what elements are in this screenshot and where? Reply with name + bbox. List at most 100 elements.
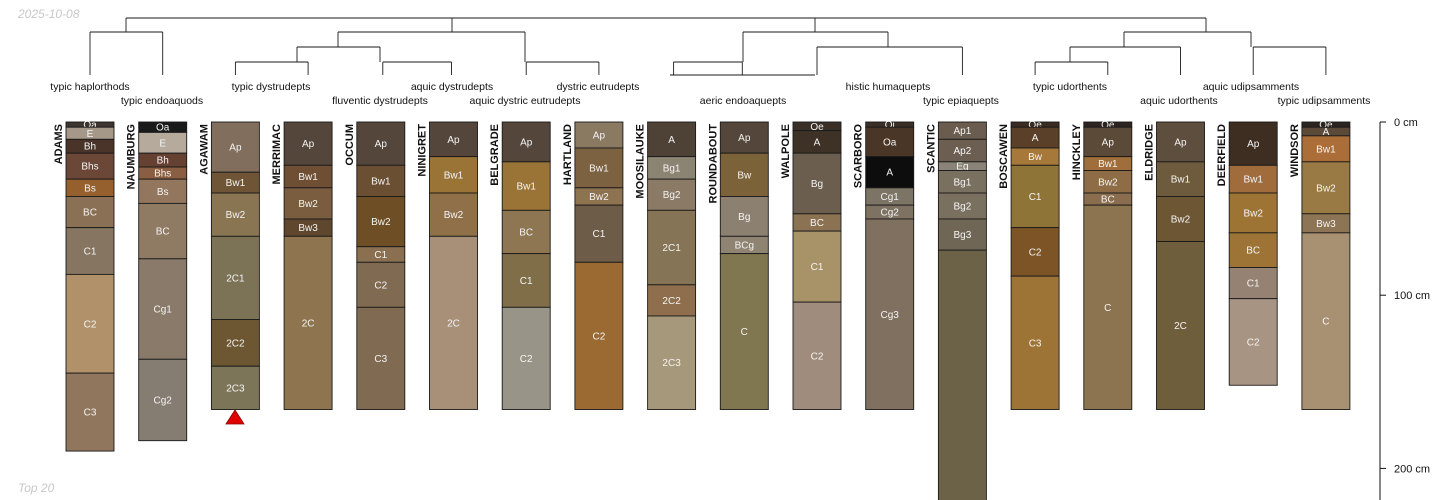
taxonomy-label: aquic udorthents xyxy=(1140,95,1218,107)
horizon-label: Bw1 xyxy=(516,182,536,193)
profile-name: DEERFIELD xyxy=(1216,124,1228,186)
horizon xyxy=(1010,227,1060,277)
horizon xyxy=(1156,241,1205,410)
horizon-label: Bw xyxy=(1028,152,1043,163)
horizon-label: 2C3 xyxy=(662,358,681,369)
horizon-label: 2C xyxy=(1174,321,1187,332)
horizon-label: Bw1 xyxy=(589,163,609,174)
profile-name: SCARBORO xyxy=(853,124,865,189)
horizon xyxy=(65,372,115,452)
horizon-label: Eg xyxy=(956,162,968,173)
horizon-label: BC xyxy=(1246,246,1260,257)
horizon xyxy=(210,192,260,237)
selected-profile-marker xyxy=(225,409,245,425)
profile-name: MOOSILAUKE xyxy=(635,124,647,199)
soil-profile: OeA Bw1 Bw2 Bw3 C WINDSOR xyxy=(1289,120,1351,410)
horizon-label: Bg3 xyxy=(954,230,972,241)
horizon xyxy=(1301,161,1351,215)
horizon-label: Bg1 xyxy=(663,163,681,174)
horizon-label: Ap xyxy=(1247,139,1260,150)
horizon xyxy=(792,230,842,303)
dendrogram xyxy=(89,17,1327,76)
axis-tick-label: 0 cm xyxy=(1394,117,1418,129)
horizon-label: Ap xyxy=(229,143,242,154)
horizon-label: Bw2 xyxy=(226,210,246,221)
horizon-label: Bg xyxy=(738,212,750,223)
horizon-label: C xyxy=(1322,317,1329,328)
taxonomy-label: aeric endoaquepts xyxy=(700,95,786,107)
horizon xyxy=(865,156,915,189)
taxonomy-label: aquic dystric eutrudepts xyxy=(470,95,581,107)
soil-profile: Ap Bw1 Bw2 2C ELDRIDGE xyxy=(1144,121,1205,410)
horizon-label: Bw1 xyxy=(371,176,391,187)
horizon-label: Bw1 xyxy=(1171,175,1191,186)
horizon xyxy=(356,121,406,166)
horizon-label: Bw1 xyxy=(1243,175,1263,186)
taxonomy-label: dystric eutrudepts xyxy=(557,81,640,93)
horizon-label: BC xyxy=(83,208,97,219)
horizon xyxy=(1083,204,1133,410)
horizon-label: C1 xyxy=(84,247,97,258)
horizon xyxy=(792,152,842,215)
profile-name: WINDSOR xyxy=(1289,124,1301,177)
horizon-label: E xyxy=(87,129,94,140)
taxonomy-label: fluventic dystrudepts xyxy=(332,95,428,107)
horizon-label: Bhs xyxy=(81,162,98,173)
horizon-label: C1 xyxy=(811,262,824,273)
profile-name: ROUNDABOUT xyxy=(707,124,719,204)
horizon-label: Bw3 xyxy=(298,223,318,234)
horizon-label: Oe xyxy=(1101,120,1115,131)
horizon-label: Ap xyxy=(302,139,315,150)
horizon-label: 2C3 xyxy=(226,383,245,394)
horizon xyxy=(792,301,842,410)
horizon-label: Oa xyxy=(156,123,170,134)
soil-profile: Oe A Bw C1 C2 C3 BOSCAWEN xyxy=(998,120,1060,410)
soil-profile: Ap Bw1 Bw2 C1 C2 HARTLAND xyxy=(562,121,624,410)
horizon xyxy=(647,284,697,317)
taxonomy-label: typic udorthents xyxy=(1033,81,1107,93)
horizon-label: Cg1 xyxy=(881,192,900,203)
horizon xyxy=(937,192,987,220)
horizon-label: A xyxy=(1032,133,1039,144)
horizon-label: Bw1 xyxy=(298,172,318,183)
profile-name: BELGRADE xyxy=(489,124,501,186)
horizon-label: Bs xyxy=(84,183,96,194)
taxonomy-label: typic haplorthods xyxy=(50,81,129,93)
axis-tick-label: 200 cm xyxy=(1394,463,1430,475)
horizon-label: 2C xyxy=(302,318,315,329)
horizon-label: A xyxy=(1323,127,1330,138)
horizon-label: Cg2 xyxy=(154,395,173,406)
horizon xyxy=(1156,161,1205,197)
horizon-label: A xyxy=(668,135,675,146)
horizon-label: Bw2 xyxy=(1243,208,1263,219)
horizon xyxy=(937,249,987,500)
horizon xyxy=(719,152,769,197)
horizon-label: Cg3 xyxy=(881,310,900,321)
horizon xyxy=(210,235,260,320)
horizon-label: Oe xyxy=(1319,120,1333,131)
soil-profile: Oe Ap Bw1 Bw2 BC C HINCKLEY xyxy=(1071,120,1133,410)
horizon-label: Oe xyxy=(1028,120,1042,131)
horizon-label: Bw xyxy=(737,170,752,181)
horizon-label: BC xyxy=(810,218,824,229)
horizon-label: Oe xyxy=(810,122,824,133)
horizon xyxy=(501,209,551,255)
horizon-label: Bw2 xyxy=(589,192,609,203)
horizon-label: Bh xyxy=(84,142,96,153)
profile-name: WALPOLE xyxy=(780,124,792,178)
horizon-label: C2 xyxy=(811,351,824,362)
horizon-label: Bg2 xyxy=(663,190,681,201)
horizon xyxy=(1228,121,1278,166)
horizon-label: Bhs xyxy=(154,169,171,180)
horizon xyxy=(138,178,188,204)
horizon xyxy=(501,306,551,410)
horizon-label: BCg xyxy=(735,240,754,251)
horizon-label: 2C1 xyxy=(226,273,245,284)
date-stamp: 2025-10-08 xyxy=(18,7,80,21)
horizon-label: A xyxy=(886,168,893,179)
profile-name: ADAMS xyxy=(53,124,65,164)
horizon-label: Oi xyxy=(885,120,895,131)
horizon-label: C1 xyxy=(1247,279,1260,290)
